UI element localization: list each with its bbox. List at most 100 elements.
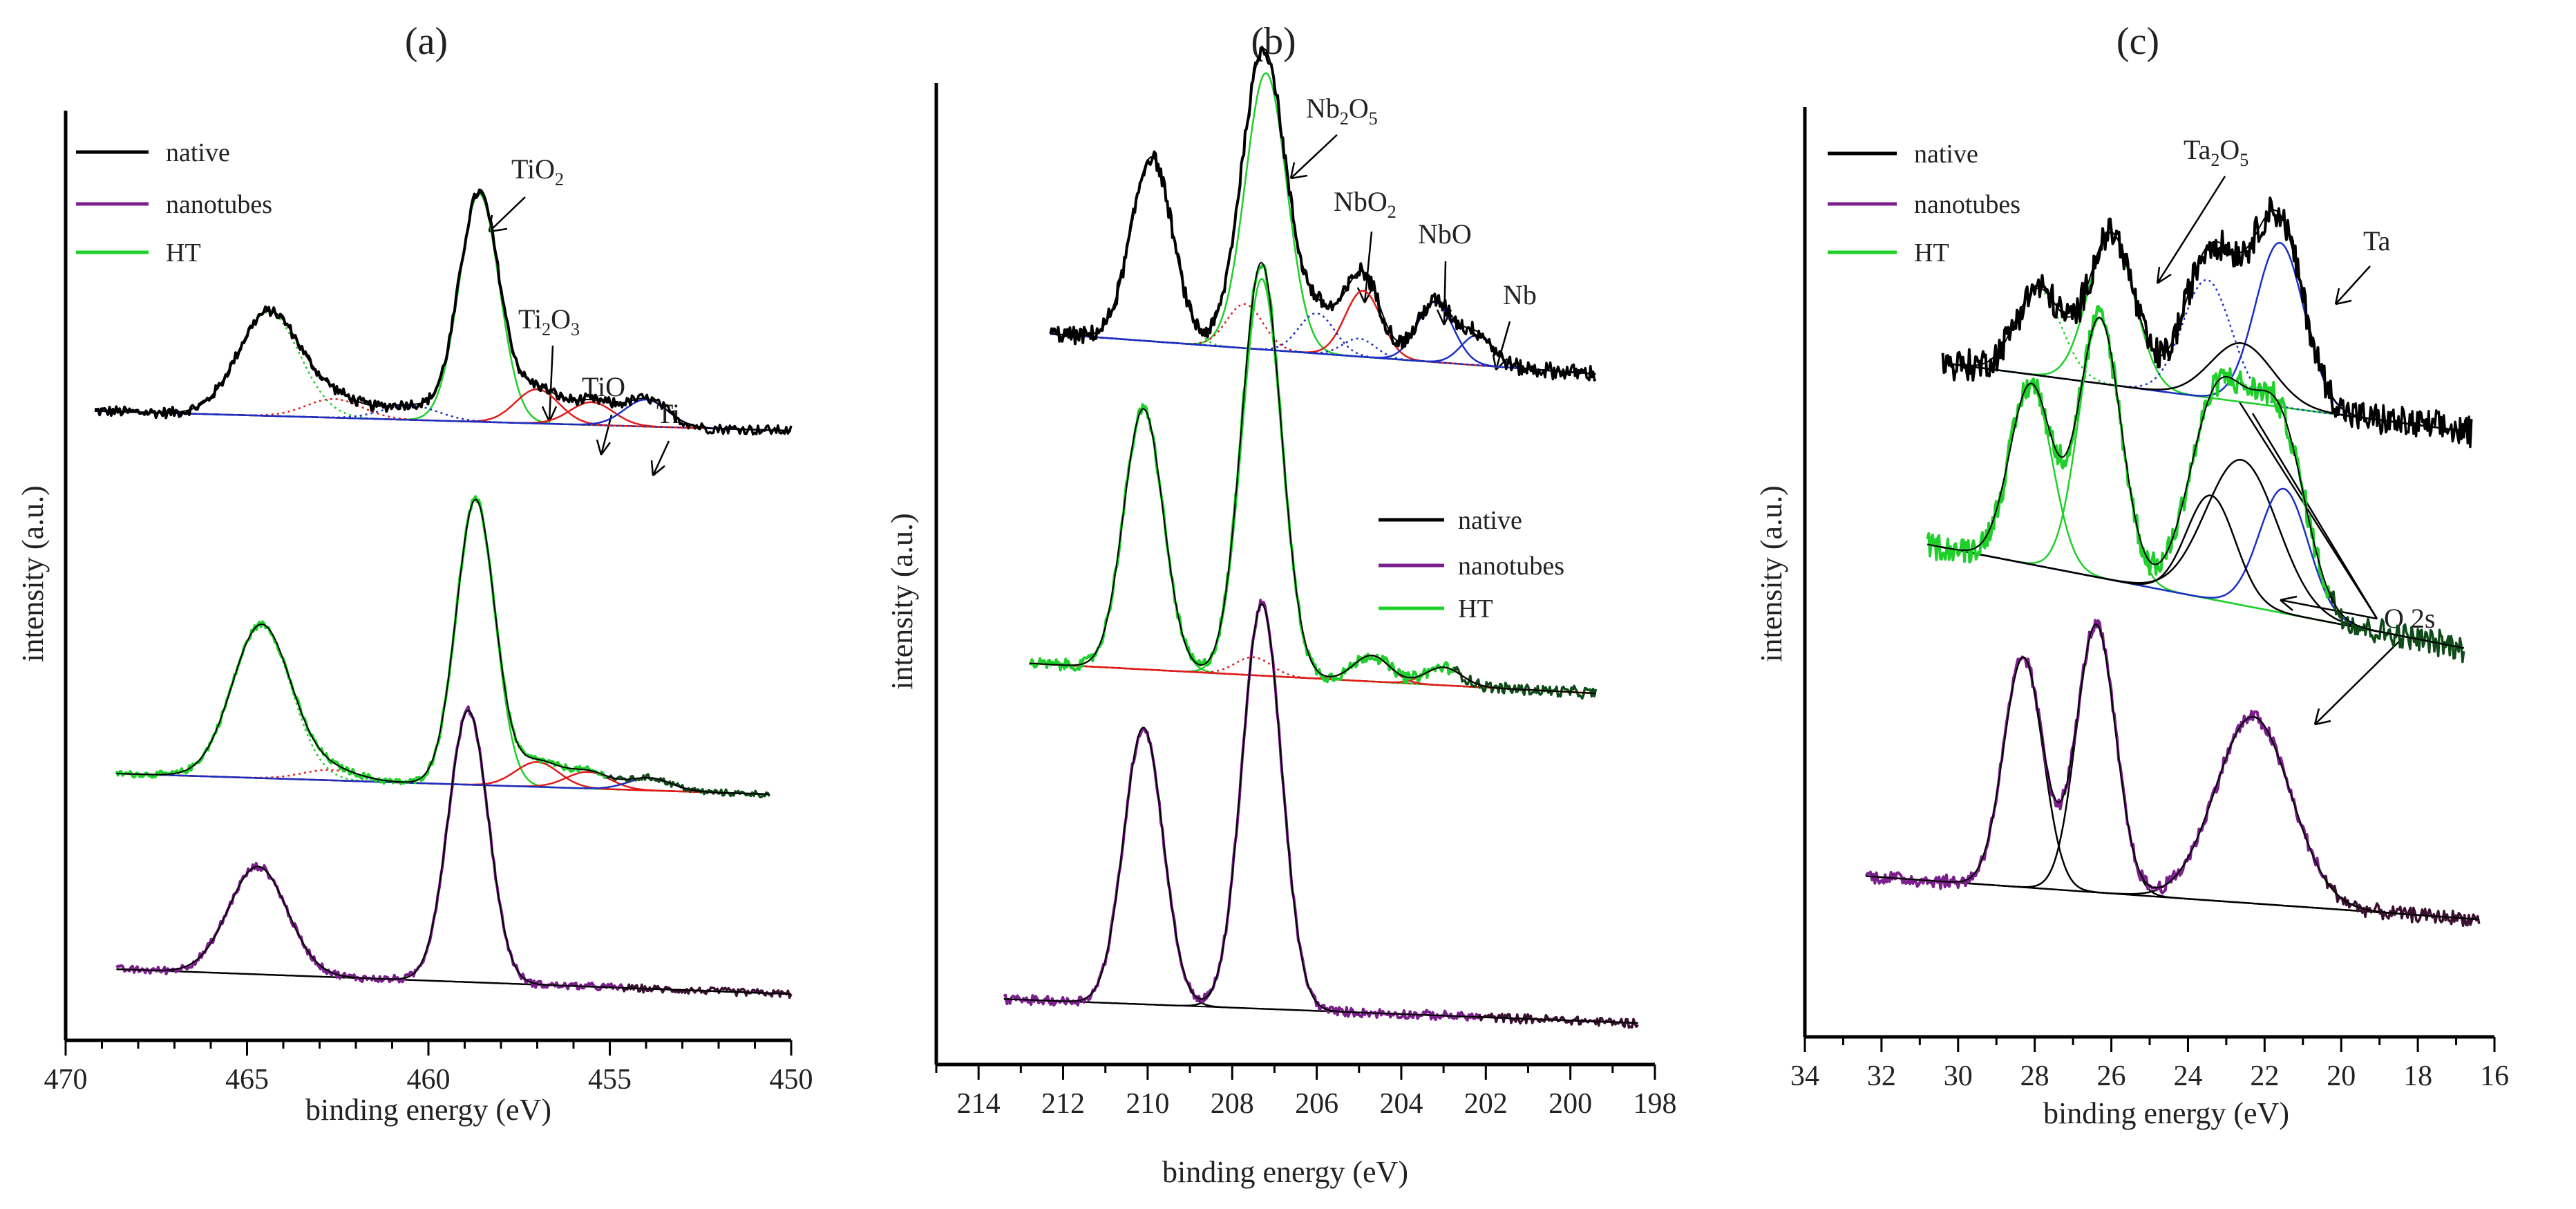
fit-component-ti-2p1-2 [94, 404, 792, 432]
x-tick-label: 198 [1633, 1088, 1677, 1120]
panel-c-ta4f-chart: (c) 34 32 30 28 26 24 22 20 18 16 intensity (a.u.… [1754, 20, 2509, 1130]
annotation-nb2o5: Nb2O5 [1289, 93, 1378, 180]
fit-envelope-nanotubes [1866, 624, 2479, 920]
annotation-ta2o5: Ta2O5 [2156, 134, 2248, 285]
panel-c-y-axis-title: intensity (a.u.) [1754, 485, 1788, 662]
annotation-o2s-label: O 2s [2384, 603, 2435, 634]
annotation-nbo2-label: NbO2 [1334, 186, 1396, 222]
panel-c-legend: native nanotubes HT [1828, 140, 2020, 268]
x-tick-label: 214 [957, 1088, 1001, 1120]
x-tick-label: 16 [2480, 1060, 2509, 1092]
fit-component-nb2o5-3d5-2 [1029, 278, 1596, 695]
fit-component-ta-4f5-2 [1942, 279, 2472, 433]
panel-a-legend-nanotubes: nanotubes [166, 190, 272, 219]
panel-b-label: (b) [1251, 20, 1296, 63]
annotation-nbo-label: NbO [1418, 218, 1472, 250]
annotation-ta-arrow [2334, 265, 2371, 306]
spectrum-native [1941, 196, 2341, 418]
panel-b-annotations: Nb2O5 NbO2 NbO Nb [1289, 93, 1537, 371]
x-tick-label: 204 [1379, 1088, 1423, 1120]
panel-c-spectra [1864, 196, 2481, 928]
spectrum-tail-HT [1452, 666, 1598, 700]
spectrum-HT [115, 495, 607, 786]
annotation-nb: Nb [1492, 279, 1537, 371]
spectrum-tail-native [1459, 319, 1597, 382]
annotation-tio2: TiO2 [488, 153, 564, 233]
panel-c-label: (c) [2116, 20, 2159, 63]
panel-b-legend-nanotubes: nanotubes [1458, 552, 1564, 581]
annotation-tio2-label: TiO2 [511, 153, 564, 189]
x-tick-label: 200 [1549, 1088, 1592, 1120]
spectrum-nanotubes [1003, 599, 1481, 1022]
annotation-ti-arrow [650, 440, 670, 476]
panel-b-nb3d-chart: (b) 214 212 210 208 206 204 202 200 198 intensit… [885, 20, 1677, 1189]
panel-b-spectra [1003, 46, 1639, 1029]
spectrum-HT [1926, 305, 2331, 599]
x-tick-label: 202 [1464, 1088, 1508, 1120]
annotation-o2s: O 2s [2237, 400, 2435, 726]
fit-envelope-nanotubes [116, 709, 792, 995]
fit-envelope-nanotubes [1003, 603, 1638, 1024]
annotation-nb2o5-label: Nb2O5 [1306, 93, 1378, 129]
x-tick-label: 30 [1944, 1060, 1973, 1092]
annotation-o2s-arrow-2 [2251, 413, 2378, 619]
annotation-ta: Ta [2334, 225, 2391, 306]
panel-c-legend-ht: HT [1914, 238, 1949, 268]
panel-b-legend-ht: HT [1458, 594, 1493, 624]
fit-component-tio2-2p3-2 [94, 192, 792, 432]
fit-envelope-native [1942, 209, 2472, 433]
panel-a-label: (a) [405, 20, 448, 63]
x-tick-label: 210 [1126, 1088, 1169, 1120]
fit-component-tio2-2p3-2 [116, 498, 770, 796]
panel-b-y-axis-title: intensity (a.u.) [885, 513, 919, 689]
panel-a-x-ticks: 470 465 460 455 450 [44, 1040, 813, 1096]
fit-envelope-native [1050, 48, 1596, 375]
annotation-nb-label: Nb [1503, 279, 1537, 310]
panel-a-legend-ht: HT [166, 238, 201, 268]
panel-a-x-axis-title: binding energy (eV) [305, 1093, 551, 1127]
spectrum-tail-HT [2328, 590, 2465, 664]
x-tick-label: 26 [2097, 1060, 2126, 1092]
fit-envelope-HT [1927, 317, 2464, 649]
x-tick-label: 22 [2250, 1060, 2279, 1092]
panel-a-legend: native nanotubes HT [76, 138, 272, 268]
x-tick-label: 455 [588, 1064, 632, 1096]
panel-c-legend-nanotubes: nanotubes [1914, 190, 2020, 219]
x-tick-label: 28 [2020, 1060, 2049, 1092]
x-tick-label: 450 [770, 1064, 813, 1096]
spectrum-nanotubes [115, 705, 624, 992]
x-tick-label: 24 [2173, 1060, 2202, 1092]
panel-c-legend-native: native [1914, 140, 1978, 169]
fit-component-ta2o5-4f7-2 [1927, 317, 2464, 649]
annotation-o2s-arrow-4 [2313, 639, 2402, 726]
panel-b-legend: native nanotubes HT [1379, 506, 1564, 624]
x-tick-label: 18 [2403, 1060, 2432, 1092]
x-tick-label: 34 [1790, 1060, 1819, 1092]
annotation-tio2-arrow [488, 196, 526, 233]
annotation-nb2o5-arrow [1289, 134, 1338, 180]
fit-envelope-native [94, 191, 792, 431]
panel-b-x-axis-title: binding energy (eV) [1162, 1155, 1408, 1189]
annotation-nbo: NbO [1418, 218, 1472, 326]
annotation-ta-label: Ta [2363, 225, 2391, 256]
spectrum-nanotubes [1864, 619, 2327, 895]
fit-component-tio2-2p3-2 [116, 709, 792, 995]
annotation-ti2o3-label: Ti2O3 [518, 303, 580, 339]
annotation-ta2o5-label: Ta2O5 [2184, 134, 2248, 170]
panel-b-legend-native: native [1458, 506, 1522, 535]
panel-a-legend-native: native [166, 138, 230, 167]
fit-envelope-HT [116, 498, 770, 795]
annotation-ta2o5-arrow [2156, 176, 2226, 285]
panel-c-annotations: Ta2O5 Ta O 2s [2156, 134, 2435, 726]
annotation-o2s-arrow-3 [2280, 595, 2378, 620]
annotation-tio-label: TiO [582, 371, 625, 402]
fit-envelope-HT [1029, 261, 1596, 695]
fit-component-o-2s [1866, 715, 2479, 921]
fit-component-ti2o3-2p3-2 [116, 761, 770, 796]
annotation-nbo2: NbO2 [1334, 186, 1396, 303]
panel-a-ti2p-chart: (a) 470 465 460 455 450 intensity (a.u.) bin… [16, 20, 813, 1127]
annotation-ti2o3-arrow [541, 345, 558, 422]
x-tick-label: 465 [225, 1064, 269, 1096]
panel-c-x-axis-title: binding energy (eV) [2043, 1096, 2289, 1130]
